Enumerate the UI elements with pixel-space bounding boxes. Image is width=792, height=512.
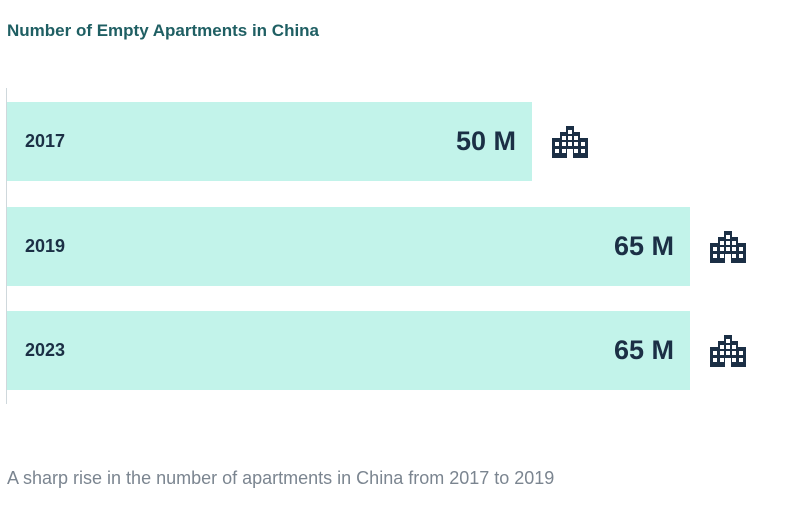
category-label: 2019 (25, 236, 66, 256)
bar-row: 2019 65 M (7, 207, 760, 286)
building-icon (710, 227, 746, 263)
bar (7, 207, 690, 286)
axis-line (6, 88, 7, 404)
bar-row: 2017 50 M (7, 102, 602, 181)
building-icon (552, 122, 588, 158)
category-label: 2017 (25, 131, 66, 151)
value-label: 50 M (455, 126, 516, 156)
bar (7, 311, 690, 390)
chart-title: Number of Empty Apartments in China (7, 21, 320, 40)
building-icon (710, 331, 746, 367)
bar-row: 2023 65 M (7, 311, 760, 390)
bar (7, 102, 532, 181)
chart-caption: A sharp rise in the number of apartments… (7, 468, 555, 488)
category-label: 2023 (25, 340, 66, 360)
value-label: 65 M (613, 335, 674, 365)
value-label: 65 M (613, 231, 674, 261)
